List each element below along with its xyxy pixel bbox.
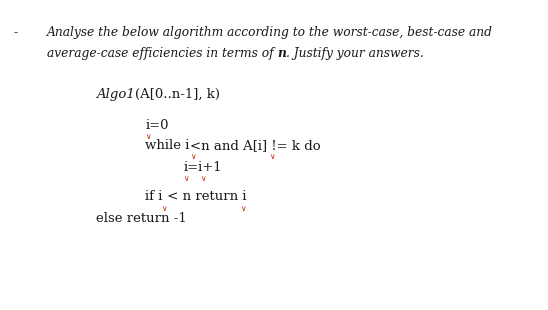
Text: ∨: ∨: [161, 205, 167, 213]
Text: < n return i: < n return i: [163, 190, 246, 203]
Text: Analyse the below algorithm according to the worst-case, best-case and: Analyse the below algorithm according to…: [47, 26, 493, 39]
Text: <n and A[i] != k do: <n and A[i] != k do: [190, 139, 320, 152]
Text: if i: if i: [145, 190, 163, 203]
Text: ∨: ∨: [183, 175, 189, 183]
Text: else return -1: else return -1: [96, 212, 187, 225]
Text: . Justify your answers.: . Justify your answers.: [286, 47, 424, 60]
Text: n: n: [277, 47, 286, 60]
Text: i=i+1: i=i+1: [184, 161, 222, 174]
Text: ∨: ∨: [200, 175, 206, 183]
Text: while i: while i: [145, 139, 190, 152]
Text: average-case efficiencies in terms of: average-case efficiencies in terms of: [47, 47, 277, 60]
Text: ∨: ∨: [190, 153, 196, 162]
Text: Algo1: Algo1: [96, 88, 135, 101]
Text: ∨: ∨: [269, 153, 275, 162]
Text: i=0: i=0: [145, 119, 169, 132]
Text: -: -: [14, 26, 18, 39]
Text: (A[0..n-1], k): (A[0..n-1], k): [135, 88, 220, 101]
Text: ∨: ∨: [241, 205, 246, 213]
Text: ∨: ∨: [145, 133, 151, 141]
